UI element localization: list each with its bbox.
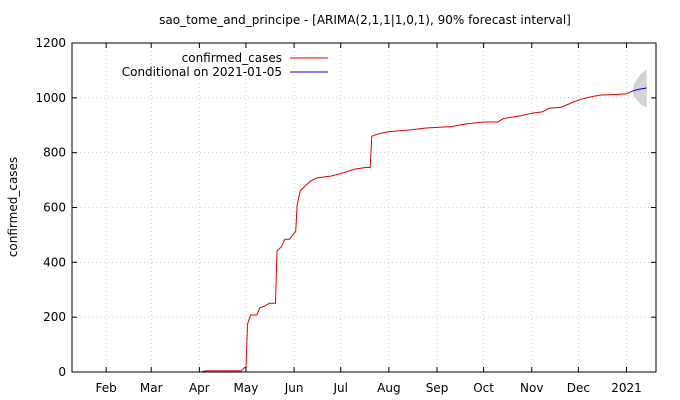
x-tick-label: 2021	[611, 381, 642, 395]
x-tick-label: Dec	[567, 381, 590, 395]
y-tick-label: 600	[43, 201, 66, 215]
series-lines	[200, 87, 647, 373]
y-axis-label: confirmed_cases	[6, 157, 20, 257]
x-tick-label: Mar	[140, 381, 163, 395]
x-tick-label: May	[234, 381, 259, 395]
forecast-interval-band	[632, 69, 647, 108]
x-tick-label: Jul	[332, 381, 347, 395]
y-tick-label: 1000	[35, 91, 66, 105]
chart-title: sao_tome_and_principe - [ARIMA(2,1,1|1,0…	[159, 13, 571, 27]
x-tick-label: Nov	[520, 381, 543, 395]
y-tick-label: 1200	[35, 36, 66, 50]
x-tick-label: Oct	[473, 381, 494, 395]
axis-ticks: 0 200 400 600 800 1000 1200 Feb Mar Apr May Jun Jul A…	[35, 36, 656, 395]
y-tick-label: 0	[58, 365, 66, 379]
x-tick-label: Sep	[426, 381, 449, 395]
gridlines	[72, 43, 656, 372]
x-tick-label: Aug	[377, 381, 400, 395]
legend-label-1: Conditional on 2021-01-05	[122, 65, 282, 79]
forecast-interval	[632, 69, 647, 108]
series-line-1	[632, 87, 647, 92]
x-tick-label: Jun	[284, 381, 304, 395]
legend-label-0: confirmed_cases	[182, 51, 282, 65]
y-tick-label: 800	[43, 146, 66, 160]
x-tick-label: Apr	[189, 381, 210, 395]
y-tick-label: 200	[43, 310, 66, 324]
series-line-0	[200, 90, 633, 373]
x-tick-label: Feb	[96, 381, 117, 395]
y-tick-label: 400	[43, 255, 66, 269]
